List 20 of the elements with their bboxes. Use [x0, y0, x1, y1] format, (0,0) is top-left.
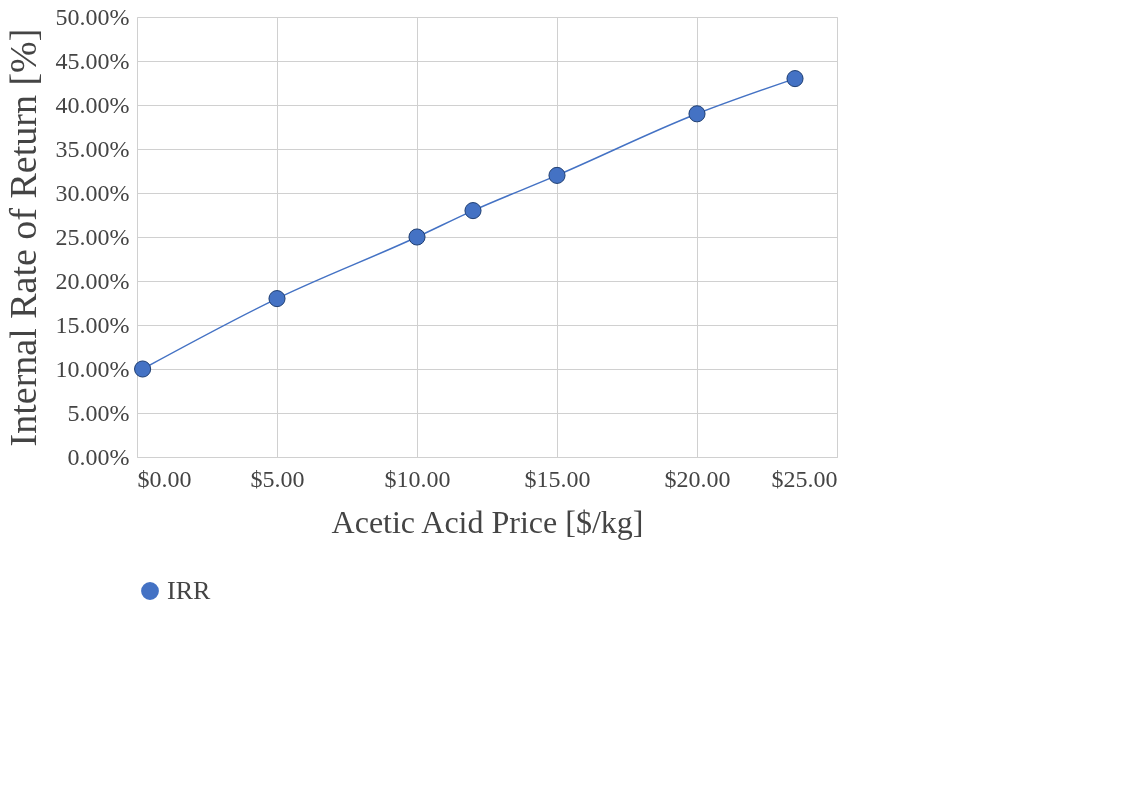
- legend-label: IRR: [167, 576, 211, 605]
- y-tick-label: 15.00%: [55, 311, 130, 338]
- y-tick-label: 25.00%: [55, 223, 130, 250]
- y-tick-label: 5.00%: [67, 399, 130, 426]
- y-tick-label: 45.00%: [55, 47, 130, 74]
- x-tick-label: $0.00: [137, 465, 192, 492]
- x-axis-title: Acetic Acid Price [$/kg]: [331, 503, 644, 540]
- x-tick-label: $5.00: [250, 465, 305, 492]
- y-tick-label: 30.00%: [55, 179, 130, 206]
- y-tick-label: 40.00%: [55, 91, 130, 118]
- y-axis-title: Internal Rate of Return [%]: [1, 28, 44, 447]
- y-tick-label: 20.00%: [55, 267, 130, 294]
- y-tick-label: 10.00%: [55, 355, 130, 382]
- x-tick-label: $15.00: [524, 465, 591, 492]
- y-tick-label: 0.00%: [67, 443, 130, 470]
- x-tick-label: $10.00: [384, 465, 451, 492]
- x-tick-label: $20.00: [664, 465, 731, 492]
- x-tick-label: $25.00: [771, 465, 838, 492]
- y-tick-label: 50.00%: [55, 3, 130, 30]
- y-tick-label: 35.00%: [55, 135, 130, 162]
